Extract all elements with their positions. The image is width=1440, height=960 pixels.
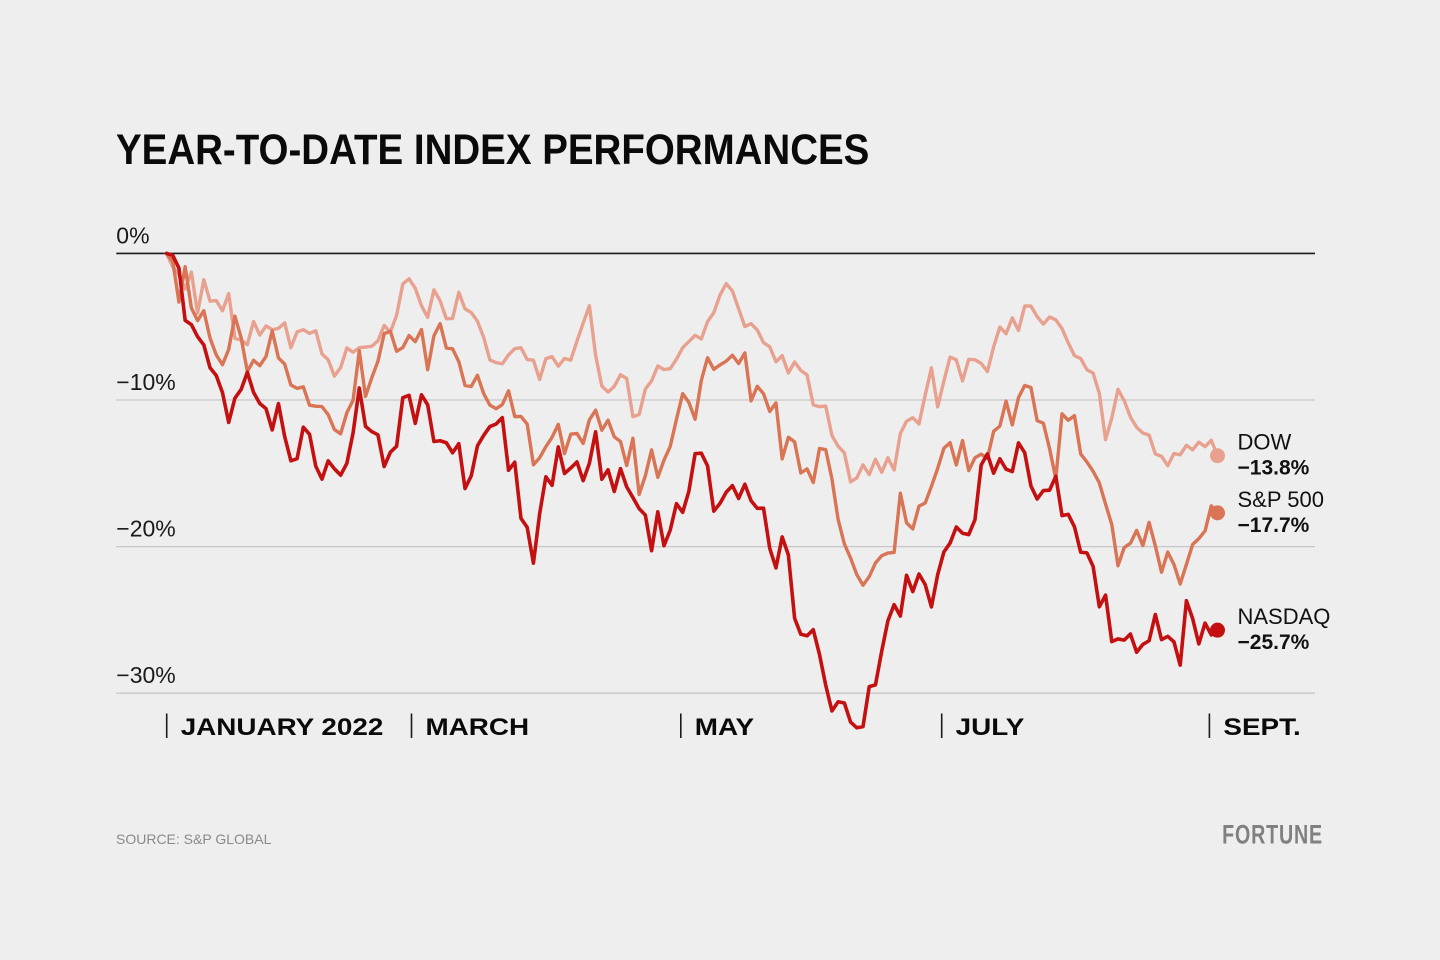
svg-text:JULY: JULY [956,713,1025,741]
svg-text:0%: 0% [116,222,149,248]
svg-text:−30%: −30% [116,662,175,688]
svg-text:−20%: −20% [116,516,175,542]
svg-text:−17.7%: −17.7% [1238,514,1310,537]
svg-text:NASDAQ: NASDAQ [1238,604,1331,629]
svg-text:SEPT.: SEPT. [1223,713,1300,741]
svg-text:MARCH: MARCH [426,713,530,741]
svg-text:−10%: −10% [116,369,175,395]
svg-text:−13.8%: −13.8% [1238,457,1310,480]
svg-text:JANUARY 2022: JANUARY 2022 [181,713,384,741]
svg-text:S&P 500: S&P 500 [1238,487,1324,512]
svg-text:DOW: DOW [1238,430,1292,455]
svg-text:MAY: MAY [695,713,754,741]
svg-text:−25.7%: −25.7% [1238,631,1310,654]
